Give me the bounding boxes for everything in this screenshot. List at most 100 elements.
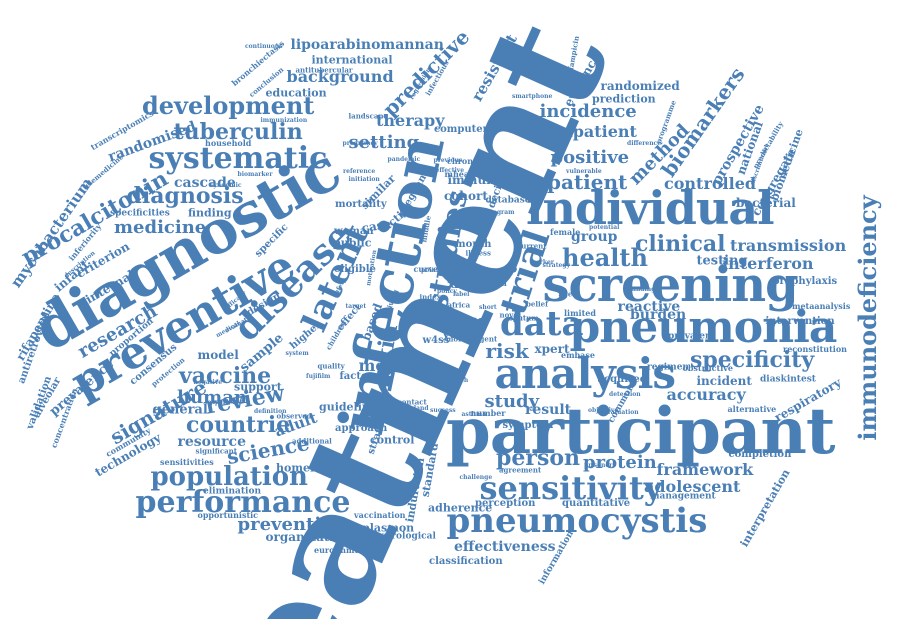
word: year — [442, 327, 472, 341]
word: short — [479, 304, 497, 311]
word: continuous — [245, 43, 283, 50]
word: inpatient — [555, 122, 637, 141]
word: population — [150, 462, 308, 492]
word: aged — [558, 289, 578, 299]
word: asthma — [461, 411, 487, 418]
word: number — [470, 408, 506, 418]
word: household — [205, 138, 252, 148]
word: acquired — [597, 374, 647, 385]
word: factor — [339, 371, 373, 382]
word: immunization — [260, 117, 308, 124]
word: point — [421, 267, 439, 274]
word: development — [142, 91, 315, 120]
word: person — [496, 445, 581, 471]
word: transmission — [730, 236, 847, 255]
word: eligible — [334, 264, 376, 275]
word: immune — [447, 173, 503, 187]
word: finding — [188, 206, 232, 220]
word: agent — [475, 334, 498, 344]
word: embase — [561, 350, 595, 360]
word: intervention — [765, 316, 835, 327]
word: human — [177, 387, 247, 408]
word: patient — [547, 170, 628, 194]
word: initiation — [348, 176, 380, 183]
word: system — [285, 350, 309, 357]
word: effectiveness — [454, 539, 556, 555]
word: pneumocystis — [446, 501, 708, 541]
word: target — [345, 303, 367, 310]
word: education — [265, 86, 327, 100]
word: drug — [450, 277, 482, 291]
word: tuberculin — [173, 119, 303, 145]
word: cascade — [174, 175, 236, 191]
word: guideline — [319, 400, 377, 414]
word: vaccine — [179, 363, 272, 389]
word: global — [456, 221, 484, 231]
word: sar — [437, 308, 450, 318]
word: belief — [526, 299, 549, 309]
word: chronic — [447, 156, 481, 166]
word: elimination — [203, 486, 262, 497]
word: database — [485, 195, 531, 206]
word: current — [517, 241, 547, 251]
word: significant — [195, 446, 237, 456]
word: serological — [380, 531, 436, 542]
word: antitubercular — [295, 65, 353, 75]
word: sensitivity — [479, 469, 663, 507]
word: reactive — [617, 299, 681, 315]
word: search — [446, 377, 469, 384]
word: meta — [358, 356, 404, 375]
word: general — [152, 402, 208, 418]
word: reference — [343, 168, 376, 175]
word: prevention — [237, 514, 347, 535]
word: classification — [429, 556, 503, 567]
word: telemedicine — [80, 152, 126, 192]
word: limited — [564, 308, 596, 318]
word: randomized — [600, 79, 680, 93]
word: funding — [629, 286, 656, 293]
word: strategy — [542, 262, 570, 269]
word: definition — [254, 408, 287, 415]
word: controlled — [664, 174, 757, 193]
word: setting — [348, 132, 420, 153]
word: sensitivities — [160, 457, 214, 467]
word: individual — [526, 181, 775, 235]
word: quality — [317, 361, 345, 371]
word: success — [430, 407, 456, 414]
word: worker — [530, 259, 554, 266]
word: positive — [550, 147, 630, 168]
word: prophylaxis — [772, 276, 838, 287]
word: countrie — [186, 412, 291, 438]
word: open — [485, 278, 507, 288]
word: specificities — [110, 208, 170, 219]
word: diagnosis — [126, 183, 244, 209]
word: protein — [583, 452, 657, 473]
word: novel — [499, 310, 521, 320]
word: landscape — [348, 111, 388, 121]
word: study — [484, 391, 540, 412]
word: care — [444, 311, 488, 332]
word: sputum — [509, 313, 539, 323]
word: woman — [334, 226, 374, 237]
word: resource — [177, 434, 247, 450]
word: incident — [696, 374, 752, 388]
word: effective — [435, 167, 465, 174]
word: control — [370, 433, 415, 447]
word: cohort — [444, 189, 488, 203]
word: index — [419, 292, 441, 302]
word: metaanalysis — [792, 301, 851, 311]
word: previous — [433, 157, 463, 164]
word: england — [401, 405, 429, 412]
word: africa — [447, 300, 471, 310]
word: adherence — [428, 501, 493, 515]
word: adolescent — [644, 477, 741, 496]
word: symptom — [502, 420, 554, 431]
word: experience — [207, 399, 245, 406]
word: difference — [627, 140, 662, 147]
word: program — [485, 209, 515, 216]
word: more — [446, 334, 467, 344]
word: support — [234, 380, 282, 394]
word: lipoarabinomannan — [290, 37, 444, 53]
word: obstructive — [682, 363, 734, 373]
